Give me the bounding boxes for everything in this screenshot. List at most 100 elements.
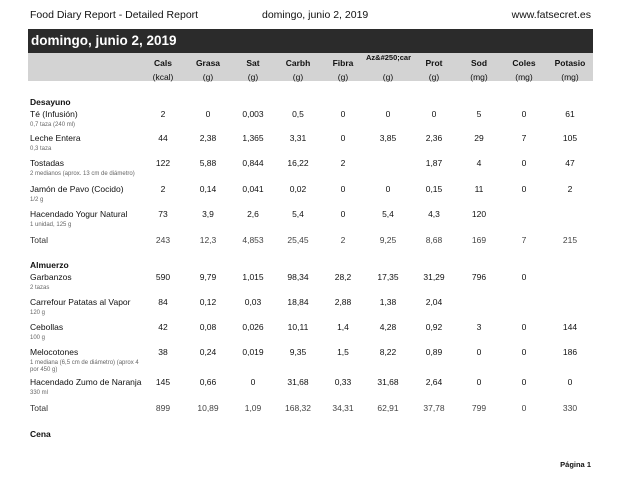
nutrient-value: 1,38 (379, 297, 397, 307)
column-header: Az&#250;car (g) (366, 53, 412, 83)
nutrient-value: 0 (521, 109, 527, 119)
column-unit: (mg) (561, 72, 579, 82)
column-header: Coles (mg) (502, 53, 546, 82)
food-portion: 0,3 taza (30, 146, 52, 152)
column-header: Sat (g) (231, 53, 275, 82)
nutrient-value: 0 (521, 347, 527, 357)
nutrient-value: 73 (158, 209, 168, 219)
nutrient-value: 3,85 (379, 133, 397, 143)
meal-total-value: 4,853 (242, 235, 264, 245)
nutrient-value: 145 (155, 377, 171, 387)
column-header: Grasa (g) (186, 53, 230, 82)
nutrient-value: 590 (155, 272, 171, 282)
column-header: Carbh (g) (276, 53, 320, 82)
report-header: Food Diary Report - Detailed Report domi… (30, 9, 591, 23)
nutrient-value: 105 (562, 133, 578, 143)
nutrient-value: 5,88 (199, 158, 217, 168)
food-portion: 1 mediana (6,5 cm de diámetro) (aprox 4 … (30, 360, 139, 373)
nutrient-value: 29 (474, 133, 484, 143)
column-name: Az&#250;car (366, 53, 412, 62)
nutrient-value: 0,5 (292, 109, 304, 119)
nutrient-value: 120 (471, 209, 487, 219)
nutrient-value: 2 (567, 184, 573, 194)
food-name: Cebollas (30, 322, 64, 332)
food-portion: 2 tazas (30, 285, 50, 291)
nutrient-value: 0 (521, 377, 527, 387)
nutrient-value: 0 (521, 184, 527, 194)
meal-total-value: 2 (340, 235, 346, 245)
nutrient-value: 0,03 (244, 297, 262, 307)
column-header: Cals (kcal) (141, 53, 185, 82)
column-header: Sod (mg) (457, 53, 501, 82)
nutrient-value: 11 (474, 184, 484, 194)
nutrient-value: 1,365 (242, 133, 264, 143)
nutrient-value: 0,33 (334, 377, 352, 387)
column-unit: (g) (202, 72, 214, 82)
nutrient-value: 17,35 (377, 272, 399, 282)
food-name: Té (Infusión) (30, 109, 78, 119)
column-unit: (g) (292, 72, 304, 82)
nutrient-value: 2,36 (425, 133, 443, 143)
nutrient-value: 3 (476, 322, 482, 332)
nutrient-value: 2 (340, 158, 346, 168)
meal-total-value: 10,89 (197, 403, 219, 413)
nutrient-value: 0,92 (425, 322, 443, 332)
meal-total-value: 215 (562, 235, 578, 245)
nutrient-value: 16,22 (287, 158, 309, 168)
column-unit: (mg) (470, 72, 488, 82)
nutrient-value: 2,88 (334, 297, 352, 307)
column-name: Prot (425, 58, 443, 68)
meal-total-value: 169 (471, 235, 487, 245)
column-header: Potasio (mg) (548, 53, 592, 82)
nutrient-value: 9,35 (289, 347, 307, 357)
nutrient-value: 0,026 (242, 322, 264, 332)
meal-total-value: 1,09 (244, 403, 262, 413)
nutrient-value: 0,003 (242, 109, 264, 119)
page-number: Página 1 (560, 460, 591, 469)
nutrient-value: 1,87 (425, 158, 443, 168)
meal-total-value: 0 (521, 403, 527, 413)
column-name: Grasa (195, 58, 221, 68)
nutrient-value: 144 (562, 322, 578, 332)
nutrient-value: 0,844 (242, 158, 264, 168)
nutrient-value: 0,66 (199, 377, 217, 387)
nutrient-value: 0 (476, 347, 482, 357)
nutrient-value: 47 (565, 158, 575, 168)
nutrient-value: 0,14 (199, 184, 217, 194)
nutrient-value: 0,08 (199, 322, 217, 332)
column-unit: (kcal) (152, 72, 174, 82)
meal-total-value: 168,32 (285, 403, 311, 413)
food-name: Tostadas (30, 158, 65, 168)
nutrient-value: 5,4 (292, 209, 304, 219)
nutrient-value: 0 (476, 377, 482, 387)
nutrient-value: 98,34 (287, 272, 309, 282)
column-header: Fibra (g) (321, 53, 365, 82)
meal-section-title: Almuerzo (30, 260, 69, 270)
nutrient-value: 0,019 (242, 347, 264, 357)
food-portion: 1 unidad, 125 g (30, 222, 72, 228)
food-portion: 0,7 taza (240 ml) (30, 122, 76, 128)
nutrient-value: 2,04 (425, 297, 443, 307)
meal-total-value: 34,31 (332, 403, 354, 413)
site-url: www.fatsecret.es (511, 9, 591, 21)
column-unit: (g) (382, 72, 394, 82)
food-portion: 2 medianos (aprox. 13 cm de diámetro) (30, 171, 135, 177)
nutrient-value: 0,12 (199, 297, 217, 307)
nutrient-value: 4,28 (379, 322, 397, 332)
column-unit: (g) (428, 72, 440, 82)
nutrient-value: 18,84 (287, 297, 309, 307)
nutrient-value: 31,68 (377, 377, 399, 387)
food-portion: 330 ml (30, 390, 49, 396)
nutrient-value: 5,4 (382, 209, 394, 219)
column-name: Potasio (554, 58, 586, 68)
nutrient-value: 4,3 (428, 209, 440, 219)
nutrient-value: 0 (385, 184, 391, 194)
meal-total-value: 243 (155, 235, 171, 245)
meal-total-value: 37,78 (423, 403, 445, 413)
nutrient-value: 0 (431, 109, 437, 119)
nutrient-value: 2,6 (247, 209, 259, 219)
meal-total-value: 9,25 (379, 235, 397, 245)
nutrient-value: 0 (567, 377, 573, 387)
nutrient-value: 7 (521, 133, 527, 143)
